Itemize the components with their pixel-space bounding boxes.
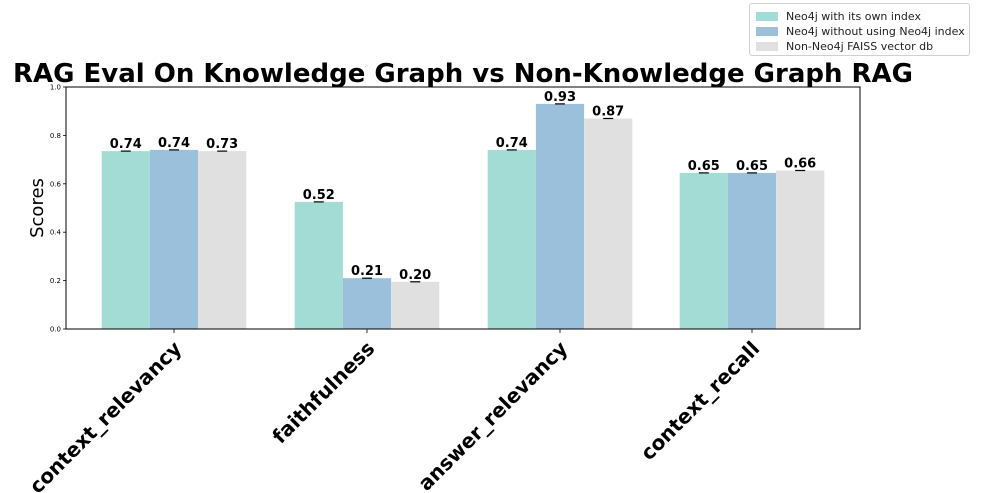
value-label-context_recall-series-1: 0.65 [688,159,720,174]
bars-group [101,103,825,330]
y-tick-label-3: 0.6 [50,180,62,188]
legend-label-series-2: Neo4j without using Neo4j index [786,24,965,38]
value-label-faithfulness-series-2: 0.21 [351,264,383,279]
y-axis-label: Scores [27,178,48,238]
value-label-faithfulness-series-1: 0.52 [303,188,335,203]
bar-answer_relevancy-series-2 [535,103,585,330]
legend-item-series-3: Non-Neo4j FAISS vector db [756,38,933,54]
bar-context_recall-series-3 [776,170,825,329]
legend-label-series-1: Neo4j with its own index [786,9,921,23]
x-tick-label-context_relevancy: context_relevancy [24,336,186,493]
y-axis-ticks: 0.0 0.2 0.4 0.6 0.8 1.0 [50,84,66,334]
x-tick-label-faithfulness: faithfulness [267,336,379,448]
legend-label-series-3: Non-Neo4j FAISS vector db [786,39,934,53]
bar-answer_relevancy-series-1 [487,149,536,329]
value-label-context_relevancy-series-3: 0.73 [206,137,238,152]
bar-context_relevancy-series-2 [149,149,199,329]
bar-labels-group: 0.74 0.74 0.73 0.52 0.21 0.20 0.74 0.93 0.87 0.65… [110,90,816,283]
bar-faithfulness-series-1 [294,201,343,329]
legend-swatch-series-3 [756,41,778,51]
y-tick-label-5: 1.0 [50,84,61,92]
y-tick-label-1: 0.2 [50,277,61,285]
bar-context_relevancy-series-1 [101,151,150,329]
legend-swatch-series-1 [756,11,778,21]
value-label-answer_relevancy-series-3: 0.87 [592,105,624,120]
value-label-context_recall-series-3: 0.66 [784,157,816,172]
bar-context_relevancy-series-3 [198,151,247,329]
y-tick-label-2: 0.4 [50,229,62,237]
y-tick-label-0: 0.0 [50,326,61,334]
x-tick-label-answer_relevancy: answer_relevancy [413,336,572,493]
legend-item-series-2: Neo4j without using Neo4j index [756,23,965,39]
value-label-context_relevancy-series-1: 0.74 [110,137,142,152]
value-label-faithfulness-series-3: 0.20 [399,268,431,283]
x-axis-ticks: context_relevancy faithfulness answer_rele… [24,329,764,493]
value-label-context_relevancy-series-2: 0.74 [158,136,190,151]
y-tick-label-4: 0.8 [50,132,61,140]
bar-faithfulness-series-2 [342,278,392,329]
legend-swatch-series-2 [756,26,778,36]
legend-item-series-1: Neo4j with its own index [756,8,921,24]
value-label-answer_relevancy-series-2: 0.93 [544,90,576,105]
bar-context_recall-series-2 [727,172,777,329]
plot-frame [65,86,861,330]
value-label-context_recall-series-2: 0.65 [736,159,768,174]
bar-faithfulness-series-3 [391,281,440,329]
bar-context_recall-series-1 [679,172,728,329]
bar-answer_relevancy-series-3 [584,118,633,329]
value-label-answer_relevancy-series-1: 0.74 [496,136,528,151]
legend: Neo4j with its own index Neo4j without u… [749,3,970,56]
x-tick-label-context_recall: context_recall [636,336,765,465]
chart-title: RAG Eval On Knowledge Graph vs Non-Knowl… [13,59,913,89]
